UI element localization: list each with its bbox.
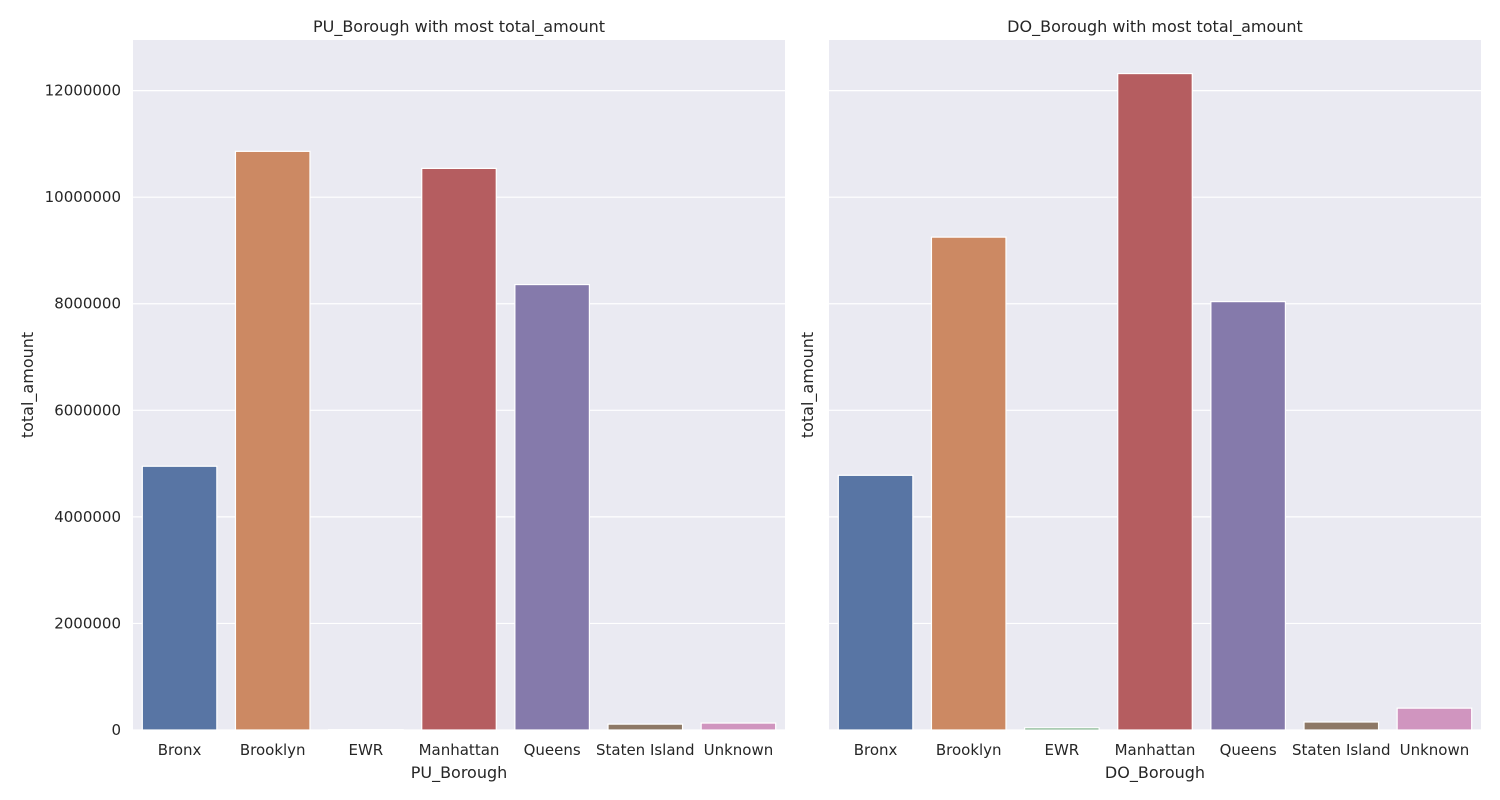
y-tick-label: 0 xyxy=(111,721,121,739)
bar-staten-island xyxy=(1303,721,1380,731)
y-axis-label: total_amount xyxy=(18,332,38,438)
bar-unknown xyxy=(1396,707,1473,731)
bar-bronx xyxy=(837,474,914,731)
x-tick-label: Queens xyxy=(1220,741,1277,759)
bar-manhattan xyxy=(1117,72,1193,731)
x-tick-label: EWR xyxy=(348,741,383,759)
x-tick-label: EWR xyxy=(1044,741,1079,759)
x-tick-label: Bronx xyxy=(158,741,202,759)
do-borough-chart: Bronx Brooklyn EWR Manhattan Queens Staten Is… xyxy=(798,17,1481,783)
bar-queens xyxy=(1210,301,1287,731)
bar-staten-island xyxy=(607,723,684,731)
y-tick-labels: 0 2000000 4000000 6000000 8000000 10000000 120… xyxy=(45,82,121,739)
y-tick-label: 2000000 xyxy=(54,614,121,632)
x-axis-label: DO_Borough xyxy=(1105,763,1205,783)
bar-unknown xyxy=(700,722,777,731)
x-tick-labels: Bronx Brooklyn EWR Manhattan Queens Staten Is… xyxy=(158,741,774,759)
x-tick-label: Staten Island xyxy=(596,741,695,759)
x-tick-label: Queens xyxy=(524,741,581,759)
x-tick-label: Manhattan xyxy=(419,741,500,759)
bar-manhattan xyxy=(421,167,497,731)
x-axis-label: PU_Borough xyxy=(411,763,508,783)
y-tick-label: 4000000 xyxy=(54,508,121,526)
x-tick-label: Brooklyn xyxy=(936,741,1002,759)
x-tick-label: Manhattan xyxy=(1115,741,1196,759)
pu-borough-chart: 0 2000000 4000000 6000000 8000000 10000000 120… xyxy=(18,17,785,783)
x-tick-label: Staten Island xyxy=(1292,741,1391,759)
x-tick-label: Bronx xyxy=(854,741,898,759)
y-axis-label: total_amount xyxy=(798,332,818,438)
x-tick-label: Unknown xyxy=(704,741,774,759)
bars xyxy=(837,72,1473,731)
chart-title: PU_Borough with most total_amount xyxy=(313,17,605,37)
bar-brooklyn xyxy=(930,236,1007,731)
bars xyxy=(141,150,777,731)
bar-queens xyxy=(514,283,591,731)
bar-bronx xyxy=(141,465,218,731)
bar-brooklyn xyxy=(234,150,311,731)
chart-title: DO_Borough with most total_amount xyxy=(1007,17,1303,37)
y-tick-label: 10000000 xyxy=(45,188,121,206)
x-tick-label: Unknown xyxy=(1400,741,1470,759)
x-tick-labels: Bronx Brooklyn EWR Manhattan Queens Staten Is… xyxy=(854,741,1470,759)
bar-ewr xyxy=(1023,727,1100,731)
y-tick-label: 6000000 xyxy=(54,401,121,419)
x-tick-label: Brooklyn xyxy=(240,741,306,759)
y-tick-label: 12000000 xyxy=(45,82,121,100)
y-tick-label: 8000000 xyxy=(54,295,121,313)
